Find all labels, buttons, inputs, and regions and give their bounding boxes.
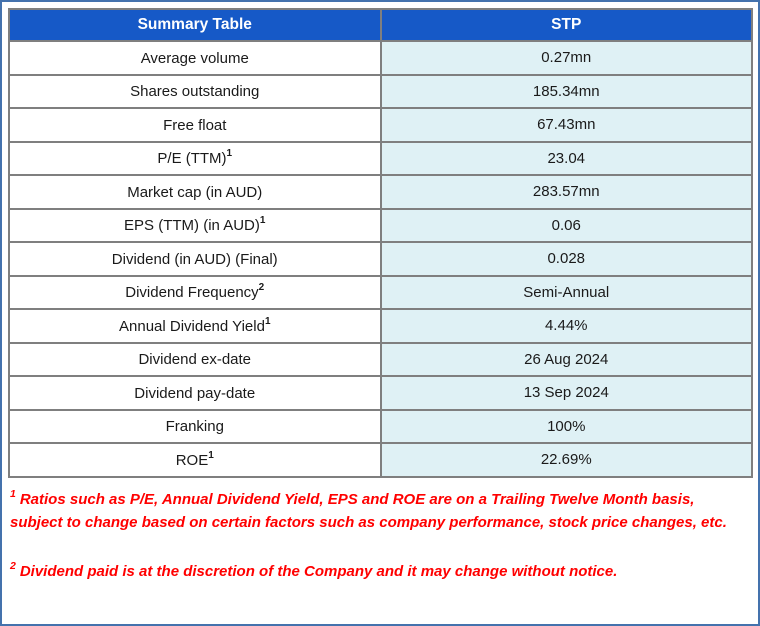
header-cell-summary-table: Summary Table <box>8 8 382 42</box>
footnote-2-text: Dividend paid is at the discretion of th… <box>19 563 618 580</box>
row-value: 26 Aug 2024 <box>379 341 753 377</box>
row-value: 23.04 <box>379 140 753 176</box>
row-label: Dividend ex-date <box>8 341 382 377</box>
row-value: 67.43mn <box>379 107 753 143</box>
row-value: 185.34mn <box>379 73 753 109</box>
footnote-2-marker: 2 <box>10 560 16 572</box>
row-label: Dividend (in AUD) (Final) <box>8 241 382 277</box>
row-label-text: ROE <box>175 451 209 469</box>
row-label-text: Market cap (in AUD) <box>127 183 263 201</box>
table-row: P/E (TTM)1 23.04 <box>8 140 753 176</box>
row-label-text: Shares outstanding <box>130 83 260 101</box>
footnote-1-marker: 1 <box>10 487 16 500</box>
table-row: Annual Dividend Yield1 4.44% <box>8 308 753 344</box>
row-label: Annual Dividend Yield1 <box>8 308 382 344</box>
row-label: Dividend Frequency2 <box>8 274 382 310</box>
row-label: Franking <box>8 408 382 444</box>
row-label: Shares outstanding <box>8 73 382 109</box>
row-label-text: Dividend ex-date <box>138 351 252 369</box>
footnote-ref: 2 <box>258 282 265 294</box>
row-label-text: Annual Dividend Yield <box>119 317 265 335</box>
row-label-text: EPS (TTM) (in AUD) <box>124 217 260 235</box>
row-label-text: P/E (TTM) <box>157 150 227 168</box>
row-label-text: Franking <box>165 418 224 436</box>
table-row: Average volume 0.27mn <box>8 40 753 76</box>
summary-table: Summary Table STP Average volume 0.27mn … <box>8 8 753 478</box>
row-value: 0.06 <box>379 207 753 243</box>
row-label-text: Dividend Frequency <box>125 284 259 302</box>
summary-table-head: Summary Table STP <box>8 8 753 42</box>
footnote-ref: 1 <box>226 148 233 160</box>
table-row: Free float 67.43mn <box>8 107 753 143</box>
table-row: EPS (TTM) (in AUD)1 0.06 <box>8 207 753 243</box>
row-label: Average volume <box>8 40 382 76</box>
row-label: ROE1 <box>8 442 382 478</box>
table-row: Market cap (in AUD) 283.57mn <box>8 174 753 210</box>
table-row: Dividend Frequency2 Semi-Annual <box>8 274 753 310</box>
footnote-ref: 1 <box>264 315 271 327</box>
row-value: Semi-Annual <box>379 274 753 310</box>
row-value: 283.57mn <box>379 174 753 210</box>
row-value: 22.69% <box>379 442 753 478</box>
footnote-1: 1 Ratios such as P/E, Annual Dividend Yie… <box>10 487 751 535</box>
footnote-2: 2 Dividend paid is at the discretion of t… <box>10 559 751 583</box>
table-row: Dividend pay-date 13 Sep 2024 <box>8 375 753 411</box>
footnotes-section: 1 Ratios such as P/E, Annual Dividend Yie… <box>8 478 753 584</box>
row-label-text: Free float <box>163 116 227 134</box>
header-row: Summary Table STP <box>8 8 753 42</box>
row-value: 100% <box>379 408 753 444</box>
row-value: 13 Sep 2024 <box>379 375 753 411</box>
row-label: Free float <box>8 107 382 143</box>
table-row: Dividend ex-date 26 Aug 2024 <box>8 341 753 377</box>
row-label-text: Dividend (in AUD) (Final) <box>111 250 278 268</box>
table-row: Shares outstanding 185.34mn <box>8 73 753 109</box>
row-label-text: Average volume <box>140 49 249 67</box>
footnote-ref: 1 <box>208 449 214 461</box>
row-label: Dividend pay-date <box>8 375 382 411</box>
summary-table-body: Average volume 0.27mn Shares outstanding… <box>8 40 753 478</box>
row-value: 0.028 <box>379 241 753 277</box>
row-label: Market cap (in AUD) <box>8 174 382 210</box>
header-cell-stp: STP <box>379 8 753 42</box>
row-value: 0.27mn <box>379 40 753 76</box>
table-row: ROE1 22.69% <box>8 442 753 478</box>
table-row: Dividend (in AUD) (Final) 0.028 <box>8 241 753 277</box>
row-label-text: Dividend pay-date <box>134 384 256 402</box>
footnote-1-text: Ratios such as P/E, Annual Dividend Yiel… <box>10 490 727 531</box>
row-value: 4.44% <box>379 308 753 344</box>
row-label: P/E (TTM)1 <box>8 140 382 176</box>
footnote-ref: 1 <box>259 215 266 227</box>
row-label: EPS (TTM) (in AUD)1 <box>8 207 382 243</box>
table-row: Franking 100% <box>8 408 753 444</box>
